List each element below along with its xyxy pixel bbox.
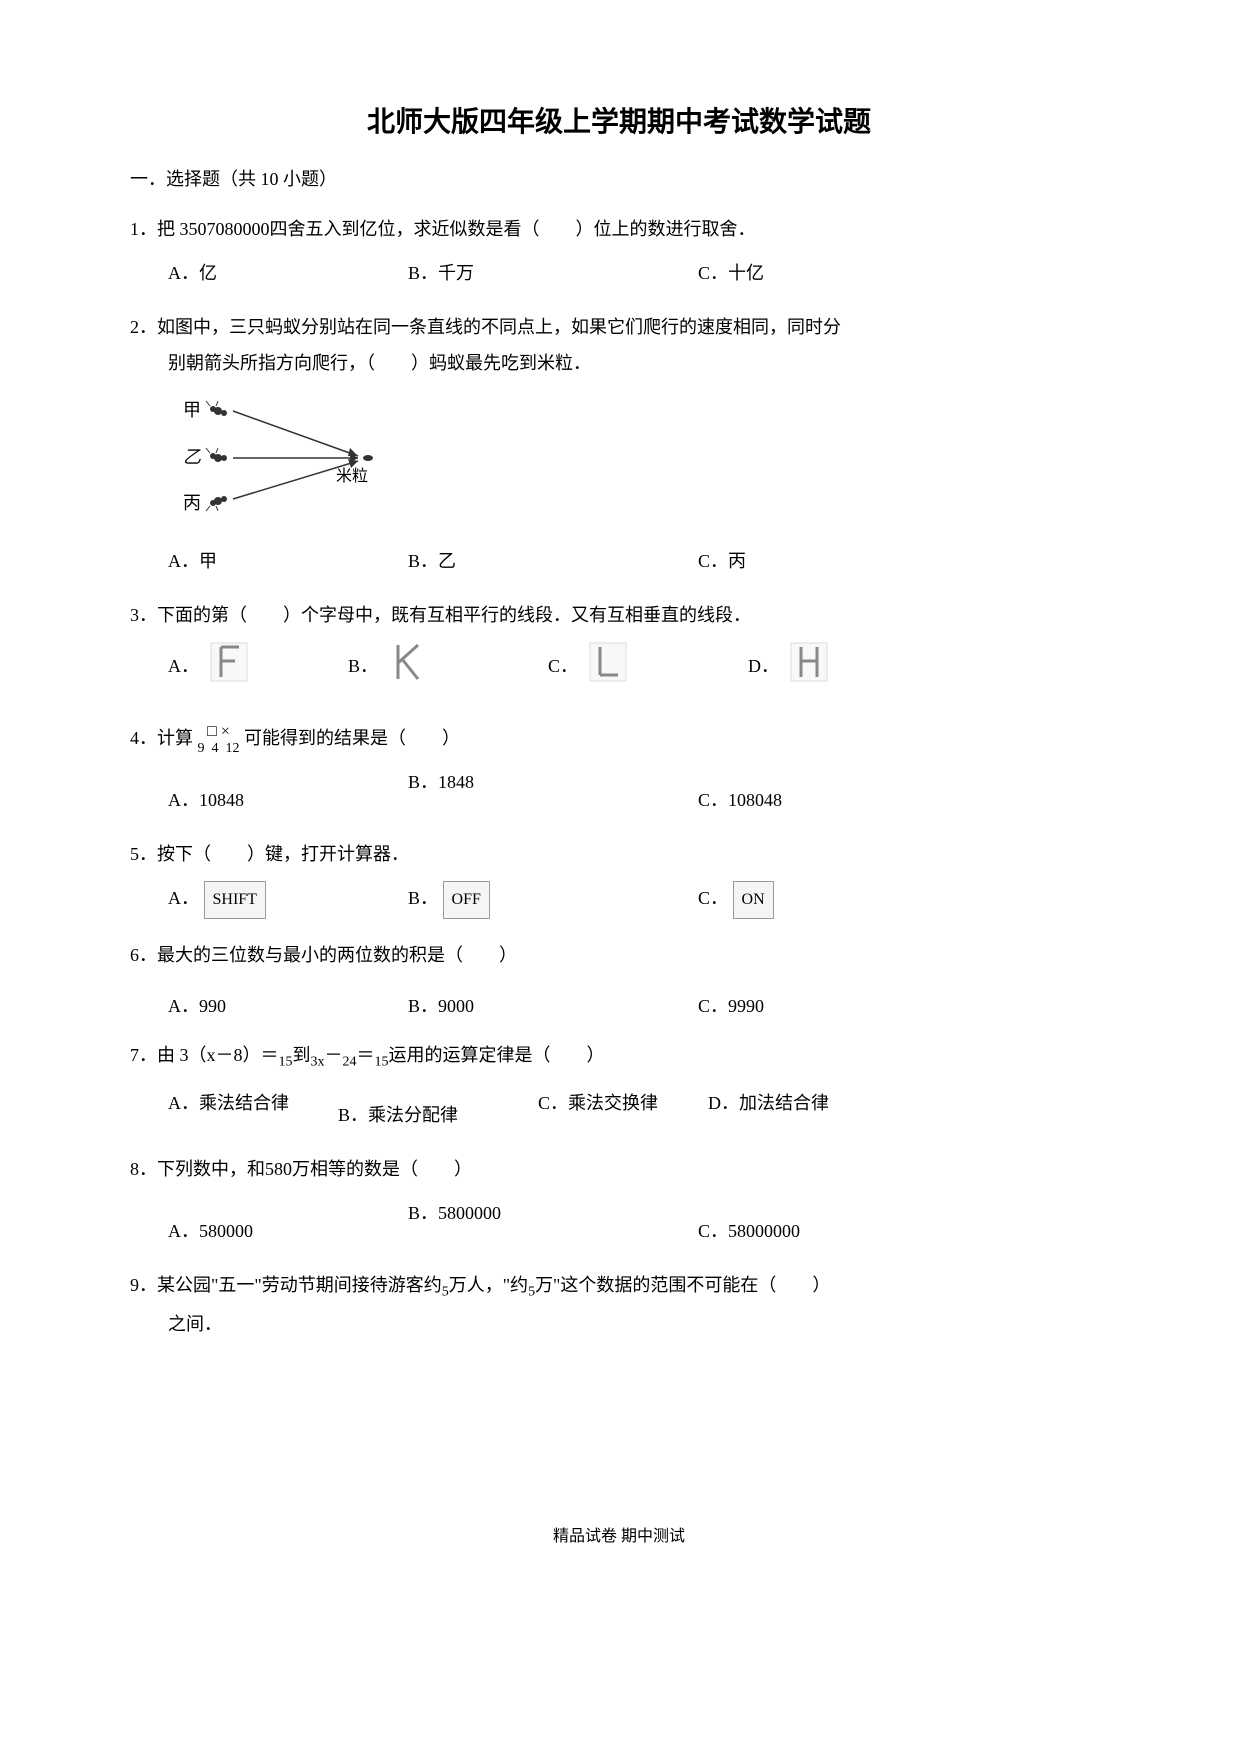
label-mili: 米粒 (336, 467, 368, 485)
shift-button-icon: SHIFT (204, 881, 266, 919)
question-6: 6．最大的三位数与最小的两位数的积是（ ） A．990 B．9000 C．999… (130, 937, 1108, 1024)
q2-text-line1: 2．如图中，三只蚂蚁分别站在同一条直线的不同点上，如果它们爬行的速度相同，同时分 (130, 309, 1108, 345)
paper-title: 北师大版四年级上学期期中考试数学试题 (130, 100, 1108, 140)
q9-text-part3: 万"这个数据的范围不可能在（ ） (535, 1275, 830, 1295)
section-1-header: 一．选择题（共 10 小题） (130, 165, 1108, 191)
q7-text-part5: 运用的运算定律是（ ） (389, 1045, 605, 1065)
q2-diagram: 甲 乙 丙 米 (168, 391, 1108, 533)
q9-text: 9．某公园"五一"劳动节期间接待游客约5万人，"约5万"这个数据的范围不可能在（… (130, 1267, 1108, 1307)
q5-option-c: C． ON (698, 880, 898, 919)
q9-text-part1: 9．某公园"五一"劳动节期间接待游客约 (130, 1275, 442, 1295)
question-2: 2．如图中，三只蚂蚁分别站在同一条直线的不同点上，如果它们爬行的速度相同，同时分… (130, 309, 1108, 579)
q5-options: A． SHIFT B． OFF C． ON (168, 880, 1108, 919)
q7-text-part3: － (325, 1045, 343, 1065)
q7-n3x: 3x (311, 1055, 325, 1070)
q5-text: 5．按下（ ）键，打开计算器． (130, 836, 1108, 872)
q7-option-a: A．乘法结合律 (168, 1085, 338, 1133)
label-jia: 甲 (183, 400, 201, 420)
q3-opt-a-label: A． (168, 656, 199, 676)
q6-option-c: C．9990 (698, 988, 898, 1024)
q7-text: 7．由 3（x－8）＝15到3x－24＝15运用的运算定律是（ ） (130, 1037, 1108, 1077)
label-bing: 丙 (183, 493, 201, 513)
q2-option-b: B．乙 (408, 543, 698, 579)
q2-text-line2: 别朝箭头所指方向爬行，（ ）蚂蚁最先吃到米粒． (168, 345, 1108, 381)
question-9: 9．某公园"五一"劳动节期间接待游客约5万人，"约5万"这个数据的范围不可能在（… (130, 1267, 1108, 1343)
q7-n15b: 15 (375, 1055, 389, 1070)
letter-f-icon (209, 641, 249, 695)
q3-option-c: C． (548, 641, 748, 695)
question-7: 7．由 3（x－8）＝15到3x－24＝15运用的运算定律是（ ） A．乘法结合… (130, 1037, 1108, 1133)
q7-options: A．乘法结合律 B．乘法分配律 C．乘法交换律 D．加法结合律 (168, 1085, 1108, 1133)
q5-opt-a-label: A． (168, 888, 199, 908)
q4-option-c: C．108048 (698, 782, 898, 818)
q9-n5a: 5 (442, 1284, 449, 1299)
letter-k-icon (388, 641, 428, 695)
label-yi: 乙 (183, 447, 201, 467)
off-button-icon: OFF (443, 881, 490, 919)
q3-opt-c-label: C． (548, 656, 578, 676)
q8-option-b: B．5800000 (408, 1195, 698, 1249)
q1-text: 1．把 3507080000四舍五入到亿位，求近似数是看（ ）位上的数进行取舍． (130, 211, 1108, 247)
q7-text-part1: 7．由 3（x－8）＝ (130, 1045, 279, 1065)
q9-text-line2: 之间． (168, 1306, 1108, 1342)
q7-n24: 24 (343, 1055, 357, 1070)
q2-option-c: C．丙 (698, 543, 898, 579)
q7-n15a: 15 (279, 1055, 293, 1070)
question-3: 3．下面的第（ ）个字母中，既有互相平行的线段．又有互相垂直的线段． A． B． (130, 597, 1108, 695)
q3-options: A． B． C． (168, 641, 1108, 695)
q7-text-part2: 到 (293, 1045, 311, 1065)
q1-options: A．亿 B．千万 C．十亿 (168, 255, 1108, 291)
letter-h-icon (789, 641, 829, 695)
q4-options: A．10848 B．1848 C．108048 (168, 764, 1108, 818)
ant-diagram: 甲 乙 丙 米 (168, 391, 388, 521)
q1-option-c: C．十亿 (698, 255, 898, 291)
q4-text: 4．计算 □ × 9 4 12 可能得到的结果是（ ） (130, 720, 1108, 756)
q3-option-a: A． (168, 641, 348, 695)
q6-option-a: A．990 (168, 988, 408, 1024)
q8-options: A．580000 B．5800000 C．58000000 (168, 1195, 1108, 1249)
question-1: 1．把 3507080000四舍五入到亿位，求近似数是看（ ）位上的数进行取舍．… (130, 211, 1108, 291)
q7-option-d: D．加法结合律 (708, 1085, 878, 1133)
question-8: 8．下列数中，和580万相等的数是（ ） A．580000 B．5800000 … (130, 1151, 1108, 1249)
q5-option-a: A． SHIFT (168, 880, 408, 919)
q1-option-a: A．亿 (168, 255, 408, 291)
q4-option-b: B．1848 (408, 764, 698, 818)
question-4: 4．计算 □ × 9 4 12 可能得到的结果是（ ） A．10848 B．18… (130, 720, 1108, 818)
q4-box: □ (207, 723, 217, 740)
q3-option-b: B． (348, 641, 548, 695)
q4-nine: 9 (198, 741, 205, 756)
page-footer: 精品试卷 期中测试 (130, 1522, 1108, 1546)
letter-l-icon (588, 641, 628, 695)
q5-option-b: B． OFF (408, 880, 698, 919)
q3-opt-b-label: B． (348, 656, 378, 676)
q4-option-a: A．10848 (168, 782, 408, 818)
q9-n5b: 5 (528, 1284, 535, 1299)
q2-option-a: A．甲 (168, 543, 408, 579)
q8-option-c: C．58000000 (698, 1213, 898, 1249)
q3-opt-d-label: D． (748, 656, 779, 676)
q7-option-c: C．乘法交换律 (538, 1085, 708, 1133)
on-button-icon: ON (733, 881, 774, 919)
q4-twelve: 12 (226, 741, 240, 756)
q4-text-part1: 4．计算 (130, 728, 193, 748)
q8-option-a: A．580000 (168, 1213, 408, 1249)
q7-option-b: B．乘法分配律 (338, 1097, 538, 1133)
q5-opt-b-label: B． (408, 888, 438, 908)
q7-text-part4: ＝ (357, 1045, 375, 1065)
q2-options: A．甲 B．乙 C．丙 (168, 543, 1108, 579)
q6-option-b: B．9000 (408, 988, 698, 1024)
question-5: 5．按下（ ）键，打开计算器． A． SHIFT B． OFF C． ON (130, 836, 1108, 919)
q1-option-b: B．千万 (408, 255, 698, 291)
q5-opt-c-label: C． (698, 888, 728, 908)
q6-options: A．990 B．9000 C．9990 (168, 988, 1108, 1024)
q3-option-d: D． (748, 641, 898, 695)
q4-four: 4 (212, 741, 219, 756)
q9-text-part2: 万人，"约 (449, 1275, 528, 1295)
q4-times: × (221, 723, 230, 740)
q4-text-part2: 可能得到的结果是（ ） (244, 728, 460, 748)
q8-text: 8．下列数中，和580万相等的数是（ ） (130, 1151, 1108, 1187)
q3-text: 3．下面的第（ ）个字母中，既有互相平行的线段．又有互相垂直的线段． (130, 597, 1108, 633)
q6-text: 6．最大的三位数与最小的两位数的积是（ ） (130, 937, 1108, 973)
